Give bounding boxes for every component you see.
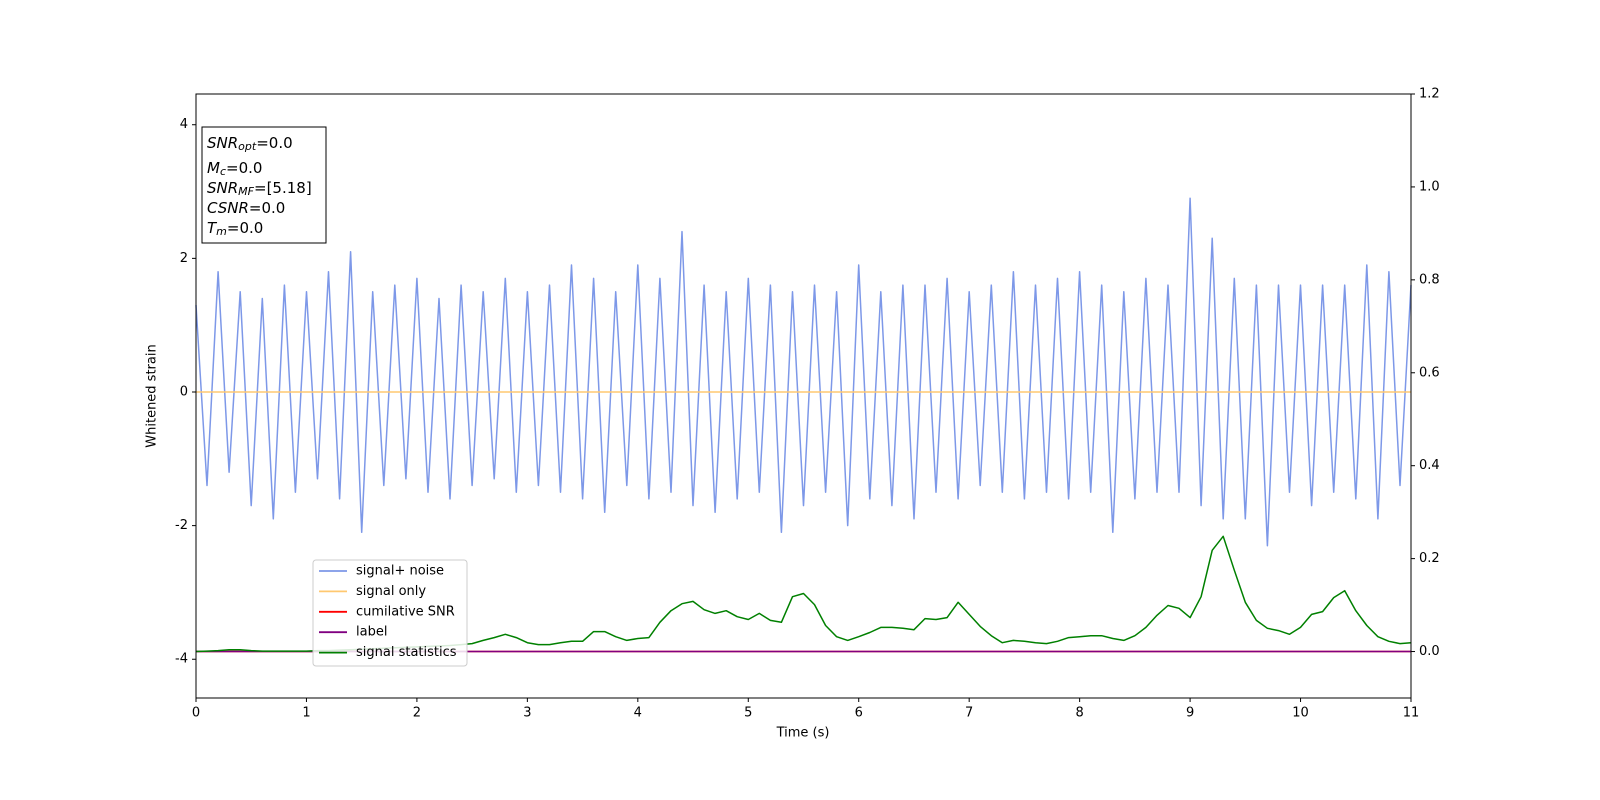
annotation: SNRMF=[5.18] <box>207 179 312 199</box>
annotation: Tm=0.0 <box>207 219 263 239</box>
legend-box <box>312 559 468 667</box>
x-tick-label: 11 <box>1403 706 1420 721</box>
x-tick-label: 7 <box>965 706 973 721</box>
legend-label: cumilative SNR <box>356 604 455 619</box>
annotation-value: =0.0 <box>256 134 292 152</box>
annotation-subscript: opt <box>238 140 257 153</box>
annotation-subscript: m <box>216 225 227 238</box>
annotation-symbol: M <box>207 159 220 177</box>
annotation-symbol: SNR <box>207 134 238 152</box>
annotation: SNRopt=0.0 <box>207 134 293 154</box>
y-tick-label: -4 <box>175 652 188 667</box>
annotation-value: =0.0 <box>227 219 263 237</box>
x-tick-label: 1 <box>302 706 310 721</box>
legend-label: signal+ noise <box>356 564 444 579</box>
annotation-box <box>201 126 327 244</box>
x-tick-label: 2 <box>413 706 421 721</box>
y2-tick-label: 0.8 <box>1419 272 1440 287</box>
plot-frame <box>195 93 1412 699</box>
y2-tick-label: 0.0 <box>1419 644 1440 659</box>
annotation-value: =0.0 <box>249 199 285 217</box>
legend-label: signal only <box>356 584 426 599</box>
y2-tick-label: 1.2 <box>1419 87 1440 102</box>
x-tick-label: 4 <box>634 706 642 721</box>
x-axis-label: Time (s) <box>776 726 830 741</box>
x-tick-label: 3 <box>523 706 531 721</box>
series-line <box>195 197 1412 547</box>
legend-label: label <box>356 625 387 640</box>
y-tick-label: 2 <box>180 251 188 266</box>
y2-tick-label: 0.6 <box>1419 365 1440 380</box>
x-tick-label: 9 <box>1186 706 1194 721</box>
annotation-subscript: c <box>220 165 226 178</box>
x-tick-label: 0 <box>192 706 200 721</box>
legend-label: signal statistics <box>356 645 457 660</box>
x-tick-label: 5 <box>744 706 752 721</box>
annotation-subscript: MF <box>238 185 254 198</box>
y2-tick-label: 0.2 <box>1419 551 1440 566</box>
y-tick-label: 4 <box>180 117 188 132</box>
annotation: Mc=0.0 <box>207 159 262 179</box>
annotation-value: =[5.18] <box>254 179 312 197</box>
x-tick-label: 10 <box>1292 706 1309 721</box>
annotation-value: =0.0 <box>226 159 262 177</box>
annotation-symbol: SNR <box>207 179 238 197</box>
y-axis-label: Whitened strain <box>145 344 160 447</box>
annotation: CSNR=0.0 <box>207 199 285 217</box>
y2-tick-label: 0.4 <box>1419 458 1440 473</box>
y2-tick-label: 1.0 <box>1419 179 1440 194</box>
annotation-symbol: T <box>207 219 218 237</box>
x-tick-label: 6 <box>855 706 863 721</box>
x-tick-label: 8 <box>1075 706 1083 721</box>
y-tick-label: 0 <box>180 384 188 399</box>
y-tick-label: -2 <box>175 518 188 533</box>
annotation-symbol: CSNR <box>207 199 249 217</box>
